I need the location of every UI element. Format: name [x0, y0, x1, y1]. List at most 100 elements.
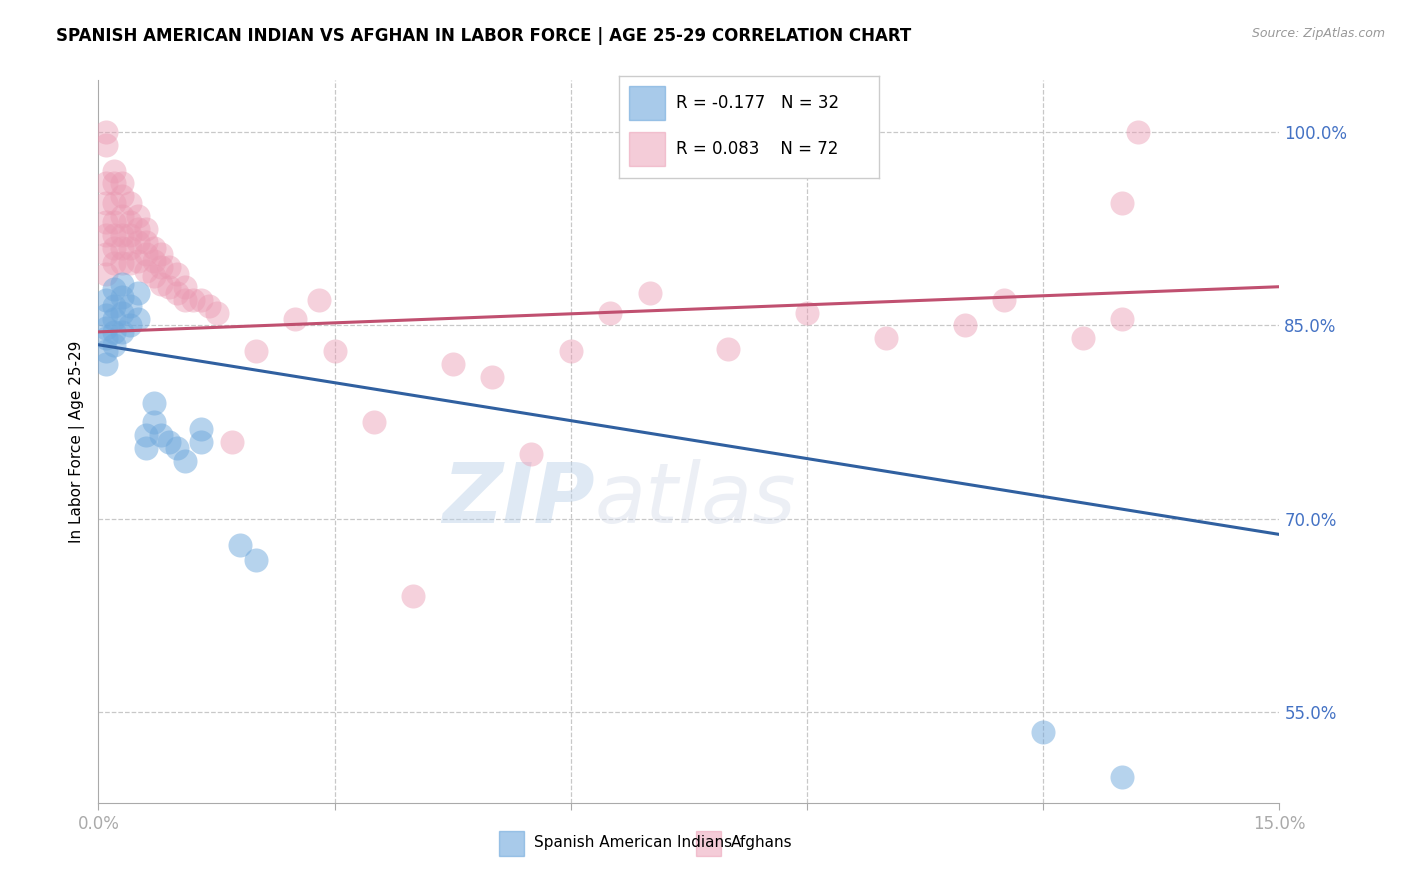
Point	[111, 177, 134, 191]
Text: R = 0.083    N = 72: R = 0.083 N = 72	[676, 140, 838, 158]
Point	[363, 415, 385, 429]
Point	[796, 305, 818, 319]
Point	[127, 221, 149, 235]
Point	[127, 235, 149, 249]
Point	[142, 241, 165, 255]
Point	[118, 241, 141, 255]
Point	[142, 396, 165, 410]
Point	[481, 370, 503, 384]
Point	[245, 553, 267, 567]
Point	[96, 321, 118, 335]
Point	[96, 308, 118, 322]
Point	[118, 256, 141, 270]
Point	[1071, 331, 1094, 345]
Point	[96, 267, 118, 281]
Point	[190, 434, 212, 449]
Point	[103, 195, 125, 210]
Point	[96, 125, 118, 139]
Point	[245, 344, 267, 359]
Point	[103, 312, 125, 326]
Point	[96, 215, 118, 229]
Point	[599, 305, 621, 319]
Point	[323, 344, 346, 359]
Text: SPANISH AMERICAN INDIAN VS AFGHAN IN LABOR FORCE | AGE 25-29 CORRELATION CHART: SPANISH AMERICAN INDIAN VS AFGHAN IN LAB…	[56, 27, 911, 45]
Point	[96, 177, 118, 191]
Text: Source: ZipAtlas.com: Source: ZipAtlas.com	[1251, 27, 1385, 40]
Point	[111, 256, 134, 270]
Point	[166, 286, 188, 301]
Point	[150, 277, 173, 292]
Point	[103, 338, 125, 352]
Point	[111, 305, 134, 319]
Point	[111, 290, 134, 304]
Point	[190, 422, 212, 436]
Point	[142, 415, 165, 429]
Point	[174, 279, 197, 293]
Text: ZIP: ZIP	[441, 458, 595, 540]
Point	[1126, 125, 1149, 139]
Point	[993, 293, 1015, 307]
Point	[142, 253, 165, 268]
Point	[181, 293, 204, 307]
Point	[174, 293, 197, 307]
Point	[96, 195, 118, 210]
Point	[638, 286, 661, 301]
Point	[103, 325, 125, 339]
Point	[127, 286, 149, 301]
Point	[96, 228, 118, 243]
Point	[157, 260, 180, 275]
Point	[1032, 724, 1054, 739]
Point	[111, 189, 134, 203]
Bar	[628, 87, 665, 120]
Point	[135, 441, 157, 455]
Point	[103, 299, 125, 313]
Y-axis label: In Labor Force | Age 25-29: In Labor Force | Age 25-29	[69, 341, 84, 542]
Point	[96, 357, 118, 371]
Point	[103, 241, 125, 255]
Point	[150, 428, 173, 442]
Point	[103, 215, 125, 229]
Point	[118, 195, 141, 210]
Point	[520, 447, 543, 461]
Point	[142, 269, 165, 284]
Point	[221, 434, 243, 449]
Point	[135, 247, 157, 261]
Point	[111, 209, 134, 223]
Text: atlas: atlas	[595, 458, 796, 540]
Point	[103, 177, 125, 191]
Point	[717, 342, 740, 356]
Point	[118, 299, 141, 313]
Point	[150, 247, 173, 261]
Point	[166, 267, 188, 281]
Point	[150, 260, 173, 275]
Point	[135, 221, 157, 235]
Point	[1111, 312, 1133, 326]
Point	[284, 312, 307, 326]
Point	[96, 344, 118, 359]
Point	[111, 325, 134, 339]
Point	[127, 253, 149, 268]
Text: Spanish American Indians: Spanish American Indians	[534, 836, 733, 850]
Point	[1111, 770, 1133, 784]
Point	[103, 282, 125, 296]
Point	[111, 277, 134, 292]
Point	[953, 318, 976, 333]
Point	[103, 256, 125, 270]
Point	[103, 228, 125, 243]
Bar	[628, 132, 665, 166]
Point	[103, 163, 125, 178]
Point	[441, 357, 464, 371]
Point	[174, 454, 197, 468]
Point	[96, 293, 118, 307]
Point	[96, 137, 118, 152]
Point	[118, 215, 141, 229]
Point	[308, 293, 330, 307]
Point	[197, 299, 219, 313]
Point	[205, 305, 228, 319]
Point	[127, 312, 149, 326]
Point	[1111, 195, 1133, 210]
Point	[229, 538, 252, 552]
Point	[190, 293, 212, 307]
Text: Afghans: Afghans	[731, 836, 793, 850]
Point	[96, 331, 118, 345]
